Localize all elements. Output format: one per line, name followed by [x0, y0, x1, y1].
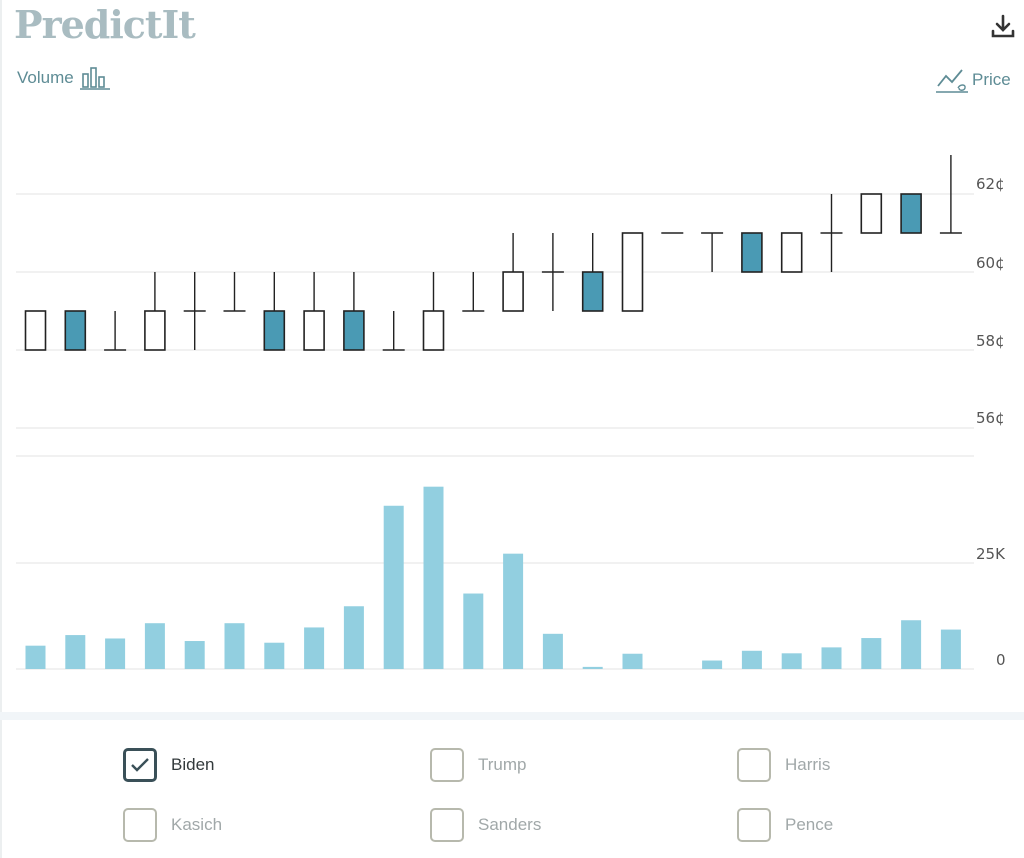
volume-bar: [224, 623, 245, 669]
checkbox-sanders[interactable]: Sanders: [430, 808, 541, 842]
predictit-logo: PredictIt: [14, 2, 196, 47]
checkbox-box[interactable]: [737, 808, 771, 842]
volume-bar: [383, 505, 404, 669]
candle-body: [343, 310, 365, 351]
candle-body: [621, 232, 644, 312]
checkmark-icon: [131, 758, 149, 772]
candidate-checkboxes: Biden Trump Harris Kasich Sanders Pence: [0, 740, 1024, 858]
candle-body: [780, 232, 803, 273]
candidate-label: Trump: [478, 755, 527, 774]
y-tick-0: 0: [996, 651, 1006, 669]
volume-bar: [503, 553, 524, 669]
candle-body: [581, 271, 604, 312]
volume-bar: [304, 627, 325, 669]
volume-toggle[interactable]: Volume: [17, 66, 110, 90]
candle-body: [422, 310, 445, 351]
volume-bar: [622, 653, 643, 669]
checkbox-box[interactable]: [123, 748, 157, 782]
left-border: [0, 0, 2, 858]
y-tick-56: 56¢: [976, 409, 1005, 427]
candle-body: [502, 271, 524, 312]
volume-bar: [264, 642, 285, 669]
candle-body: [900, 193, 922, 234]
volume-bar: [542, 633, 563, 669]
y-tick-60: 60¢: [976, 254, 1005, 272]
bar-chart-icon: [79, 67, 110, 90]
checkbox-box[interactable]: [430, 748, 464, 782]
candle-body: [64, 310, 87, 351]
volume-bar: [65, 635, 86, 669]
candidate-label: Biden: [171, 755, 215, 774]
candidate-label: Kasich: [171, 815, 223, 834]
y-tick-25k: 25K: [976, 545, 1006, 563]
candlestick-volume-chart: 62¢ 60¢ 58¢ 56¢ 25K 0: [16, 155, 1006, 670]
volume-bar: [741, 650, 762, 669]
volume-bar: [25, 645, 46, 669]
checkbox-biden[interactable]: Biden: [123, 748, 214, 782]
price-toggle[interactable]: Price: [936, 66, 1011, 94]
volume-bar: [105, 638, 126, 669]
candidate-label: Sanders: [478, 815, 542, 834]
volume-bar: [184, 641, 205, 669]
volume-bar: [463, 593, 484, 669]
candle-body: [741, 232, 763, 273]
candle-body: [24, 310, 47, 351]
candle-body: [263, 310, 286, 351]
checkbox-trump[interactable]: Trump: [430, 748, 527, 782]
section-divider: [0, 712, 1024, 720]
checkbox-kasich[interactable]: Kasich: [123, 808, 222, 842]
line-chart-icon: [936, 69, 968, 93]
volume-bar: [940, 629, 961, 669]
volume-bar: [781, 653, 802, 669]
candidate-label: Pence: [785, 815, 834, 834]
checkbox-pence[interactable]: Pence: [737, 808, 833, 842]
volume-bar: [702, 660, 723, 669]
volume-bar: [423, 486, 444, 669]
candle-body: [860, 193, 883, 234]
volume-bar: [343, 606, 364, 669]
candle-body: [144, 310, 166, 351]
volume-bar: [144, 623, 165, 669]
candidate-label: Harris: [785, 755, 831, 774]
price-label: Price: [972, 70, 1011, 89]
checkbox-harris[interactable]: Harris: [737, 748, 830, 782]
volume-label: Volume: [17, 68, 74, 87]
checkbox-box[interactable]: [737, 748, 771, 782]
volume-bar: [582, 666, 603, 669]
checkbox-box[interactable]: [430, 808, 464, 842]
volume-bar: [901, 620, 922, 669]
candle-body: [303, 310, 325, 351]
download-icon[interactable]: [988, 12, 1018, 42]
y-tick-62: 62¢: [976, 175, 1005, 193]
volume-bar: [821, 647, 842, 669]
checkbox-box[interactable]: [123, 808, 157, 842]
y-tick-58: 58¢: [976, 332, 1005, 350]
volume-bar: [861, 638, 882, 669]
